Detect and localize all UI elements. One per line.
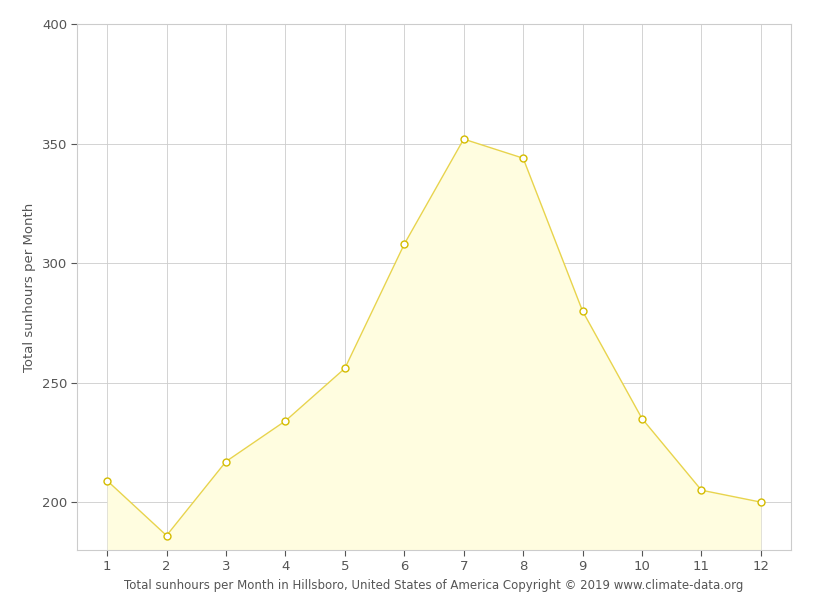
- X-axis label: Total sunhours per Month in Hillsboro, United States of America Copyright © 2019: Total sunhours per Month in Hillsboro, U…: [125, 579, 743, 592]
- Y-axis label: Total sunhours per Month: Total sunhours per Month: [23, 202, 36, 372]
